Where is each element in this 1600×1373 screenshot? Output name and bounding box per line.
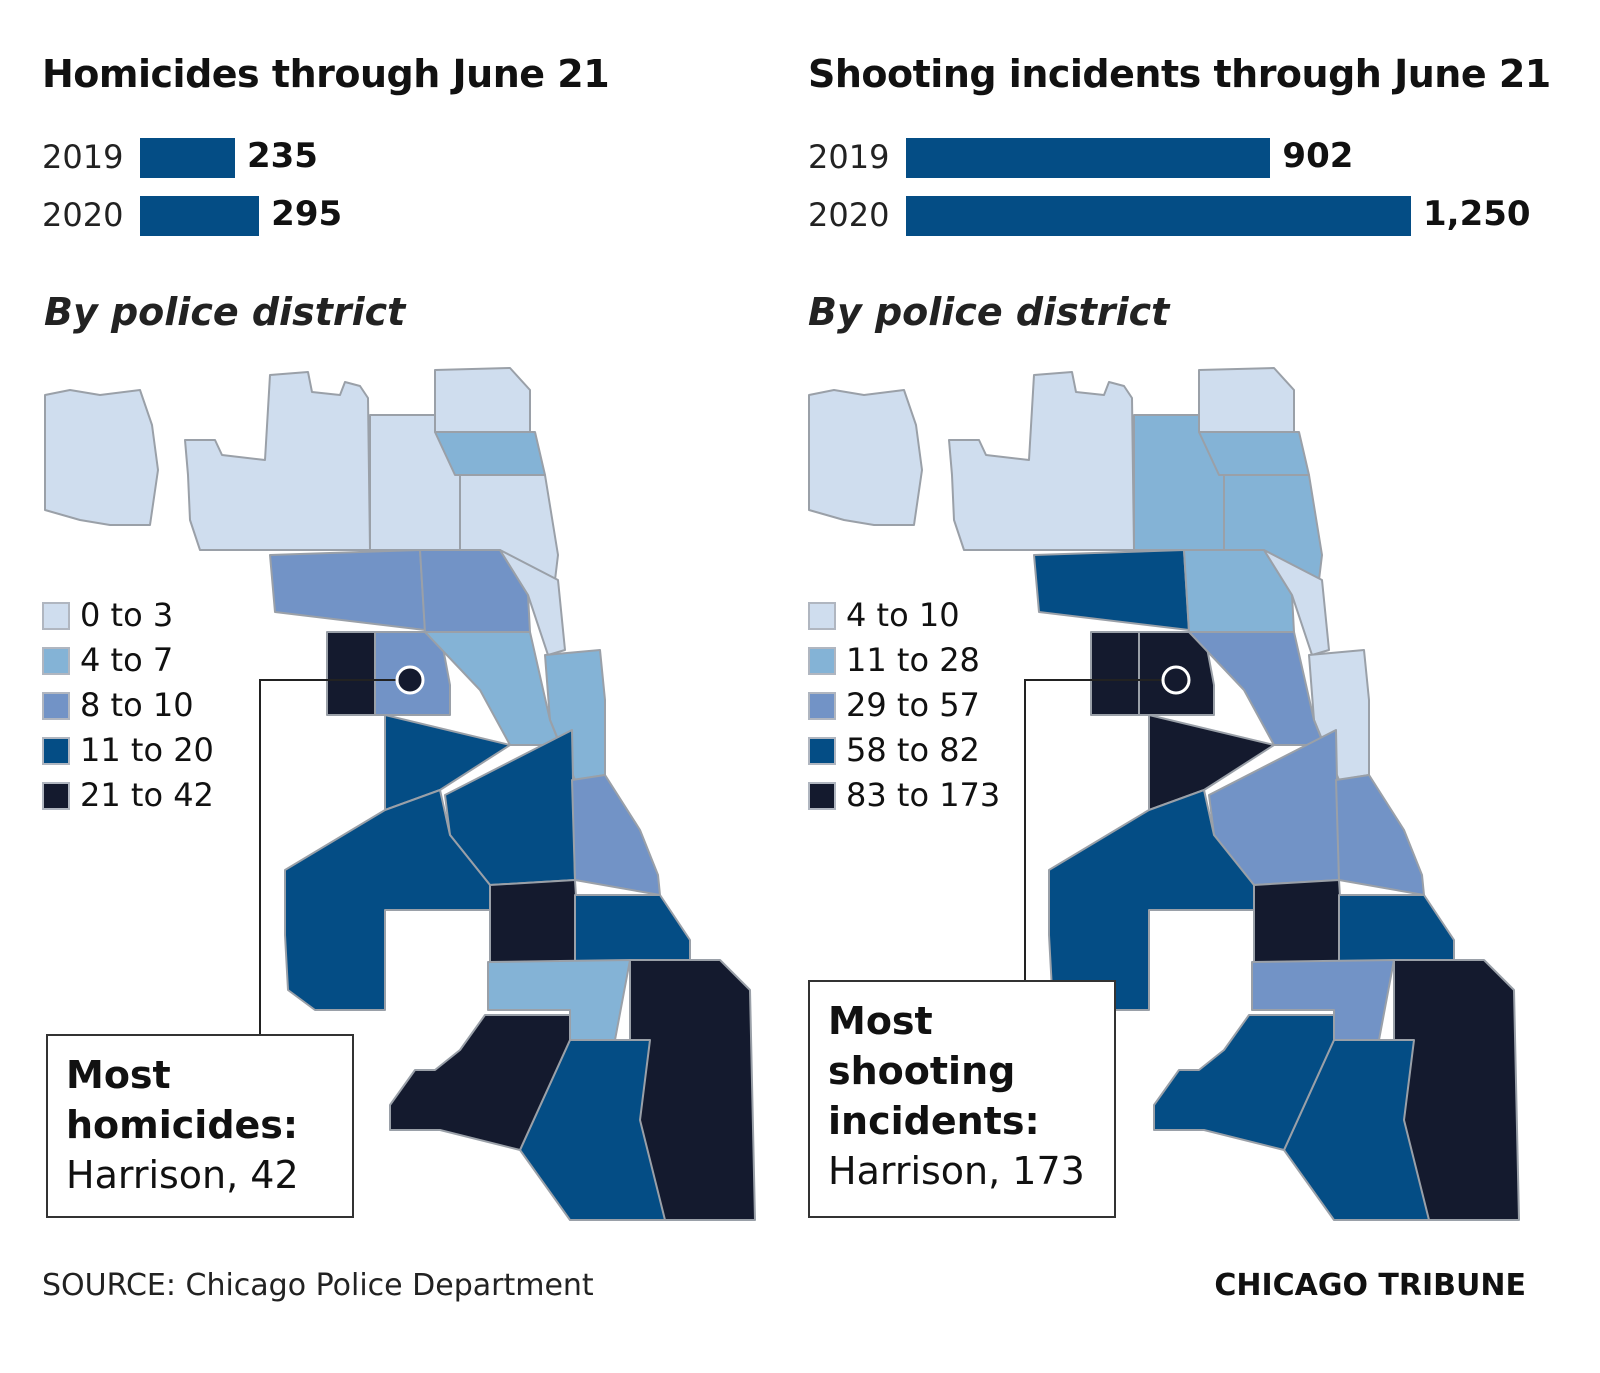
shootings-callout-leader [1024,665,1191,982]
homicides-callout-leader [259,665,425,1035]
callout-heading: shooting [828,1049,1016,1093]
police-district-1 [808,389,923,526]
homicides-value-2019: 235 [246,136,318,176]
police-district-8 [1183,549,1295,633]
legend-swatch [42,737,70,765]
shootings-map-subtitle: By police district [808,290,1170,334]
legend-swatch [808,602,836,630]
legend-label: 21 to 42 [80,776,214,814]
callout-value: Harrison, 42 [66,1153,299,1197]
bar-year-label: 2020 [42,196,124,234]
homicides-map-subtitle: By police district [44,290,406,334]
publisher-brand: CHICAGO TRIBUNE [1214,1268,1526,1303]
homicides-value-2020: 295 [271,194,343,234]
homicides-title: Homicides through June 21 [42,52,610,96]
legend-label: 83 to 173 [846,776,1001,814]
shootings-bar-2019 [906,138,1271,178]
police-district-2 [184,371,371,551]
police-district-23 [1153,1014,1335,1151]
callout-heading: incidents: [828,1099,1040,1143]
shootings-value-2019: 902 [1282,136,1354,176]
leader-line [259,679,398,1035]
legend-label: 11 to 28 [846,641,980,679]
police-district-1 [44,389,159,526]
bar-year-label: 2019 [808,138,890,176]
bar-year-label: 2020 [808,196,890,234]
police-district-2 [948,371,1135,551]
police-district-23 [389,1014,571,1151]
source-note: SOURCE: Chicago Police Department [42,1268,594,1303]
legend-swatch [42,782,70,810]
bar-year-label: 2019 [42,138,124,176]
police-district-9 [1263,549,1330,656]
shootings-bar-2020 [906,196,1411,236]
callout-heading: Most [66,1053,171,1097]
police-district-4 [434,367,531,433]
legend-label: 4 to 7 [80,641,174,679]
harrison-marker [395,665,425,695]
homicides-bar-2020 [140,196,260,236]
shootings-district-map [808,367,1520,1221]
legend-label: 58 to 82 [846,731,980,769]
legend-label: 0 to 3 [80,596,174,634]
legend-label: 4 to 10 [846,596,960,634]
leader-line [1024,679,1164,982]
legend-swatch [42,692,70,720]
legend-label: 11 to 20 [80,731,214,769]
police-district-8 [419,549,531,633]
legend-swatch [808,647,836,675]
police-district-9 [499,549,566,656]
legend-swatch [808,692,836,720]
callout-heading: homicides: [66,1103,299,1147]
shootings-callout: Most shooting incidents: Harrison, 173 [808,980,1116,1218]
police-district-4 [1198,367,1295,433]
legend-swatch [808,737,836,765]
callout-heading: Most [828,999,933,1043]
legend-swatch [42,647,70,675]
harrison-marker [1161,665,1191,695]
homicides-district-map [44,367,756,1221]
legend-label: 29 to 57 [846,686,980,724]
shootings-title: Shooting incidents through June 21 [808,52,1551,96]
homicides-callout: Most homicides: Harrison, 42 [46,1034,354,1218]
callout-value: Harrison, 173 [828,1149,1085,1193]
legend-swatch [42,602,70,630]
legend-swatch [808,782,836,810]
legend-label: 8 to 10 [80,686,194,724]
shootings-value-2020: 1,250 [1423,194,1531,234]
homicides-bar-2019 [140,138,235,178]
